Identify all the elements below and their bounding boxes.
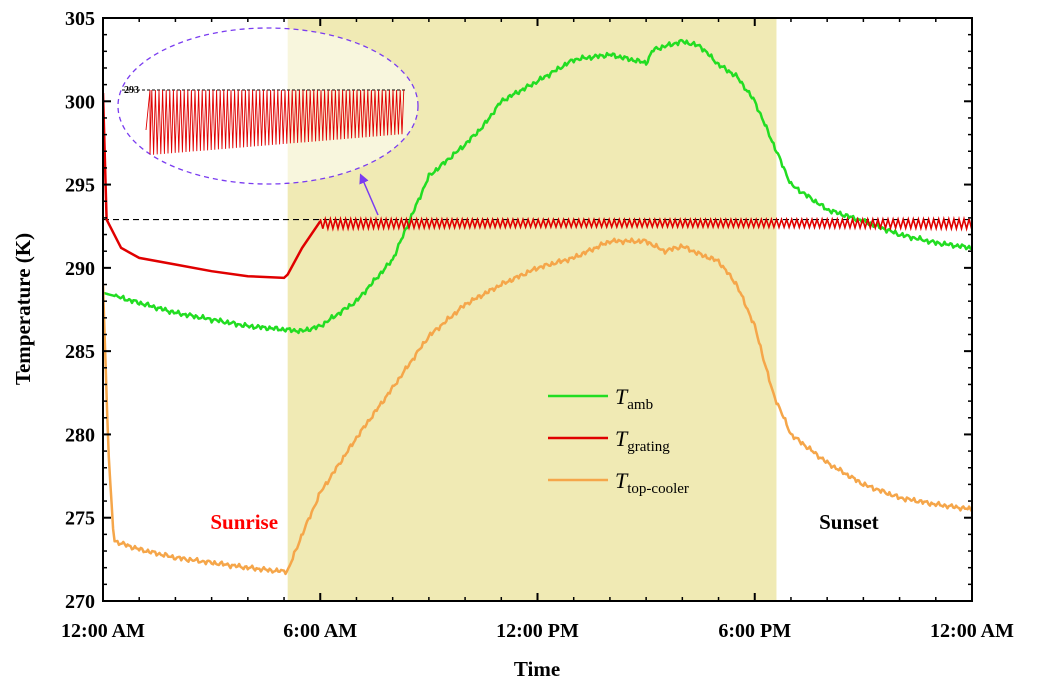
y-tick-label: 300 [65,91,95,113]
y-tick-label: 290 [65,258,95,280]
series-line-amb [103,38,972,335]
y-axis-title: Temperature (K) [11,233,35,385]
y-tick-label: 275 [65,508,95,530]
y-tick-label: 285 [65,341,95,363]
series-grating [103,92,972,280]
y-tick-label: 270 [65,591,95,613]
y-tick-label: 295 [65,175,95,197]
inset-arrow [359,173,379,216]
y-tick-label: 280 [65,424,95,446]
inset-zoom: 293 [117,27,419,216]
x-tick-label: 12:00 AM [61,620,145,642]
x-axis-title: Time [514,657,560,681]
annotation-sunrise: Sunrise [210,510,278,534]
annotation-sunset: Sunset [819,510,879,534]
x-tick-label: 12:00 AM [930,620,1014,642]
series-line-grating [103,92,322,280]
x-tick-label: 12:00 PM [496,620,579,642]
inset-label: 293 [124,85,139,96]
x-tick-label: 6:00 AM [283,620,357,642]
series-line-top-cooler [103,237,972,576]
inset-grating-line [145,89,405,156]
series-oscillation-grating [319,215,972,232]
series-amb [103,38,972,335]
y-tick-label: 305 [65,8,95,30]
x-tick-label: 6:00 PM [718,620,791,642]
series-top-cooler [103,237,972,576]
